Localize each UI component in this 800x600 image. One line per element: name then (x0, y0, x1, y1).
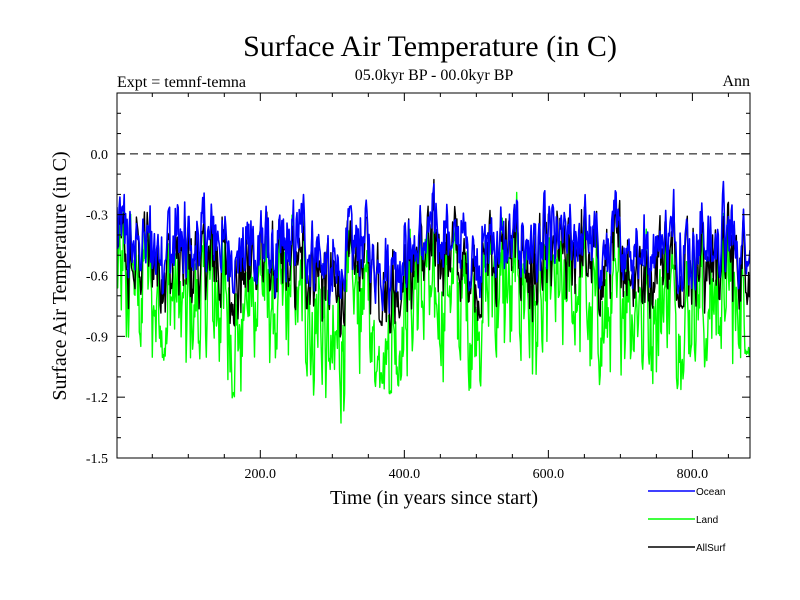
legend-label-land: Land (696, 515, 718, 526)
axes-layer: 0.0 -0.3 -0.6 -0.9 -1.2 -1.5 200.0 400.0 600.0 80… (86, 92, 751, 482)
x-tick-label: 400.0 (389, 467, 421, 482)
y-tick-label: -0.6 (86, 270, 108, 285)
legend-label-ocean: Ocean (696, 487, 725, 498)
chart-subtitle: 05.0kyr BP - 00.0kyr BP (355, 67, 514, 84)
x-axis-label: Time (in years since start) (330, 487, 538, 509)
y-tick-label: -0.9 (86, 330, 108, 345)
x-tick-label: 600.0 (533, 467, 565, 482)
y-tick-label: -1.2 (86, 391, 108, 406)
season-label: Ann (722, 73, 750, 90)
y-tick-label: 0.0 (91, 148, 109, 163)
series-line-ocean (117, 180, 750, 314)
chart-title: Surface Air Temperature (in C) (243, 30, 617, 63)
y-axis-label: Surface Air Temperature (in C) (49, 151, 71, 400)
experiment-label: Expt = temnf-temna (117, 74, 246, 91)
x-tick-label: 200.0 (245, 467, 277, 482)
x-tick-label: 800.0 (677, 467, 709, 482)
y-tick-label: -1.5 (86, 452, 108, 467)
legend-label-allsurf: AllSurf (696, 543, 726, 554)
series-layer (117, 178, 750, 424)
y-tick-label: -0.3 (86, 209, 108, 224)
legend: Ocean Land AllSurf (648, 487, 726, 554)
